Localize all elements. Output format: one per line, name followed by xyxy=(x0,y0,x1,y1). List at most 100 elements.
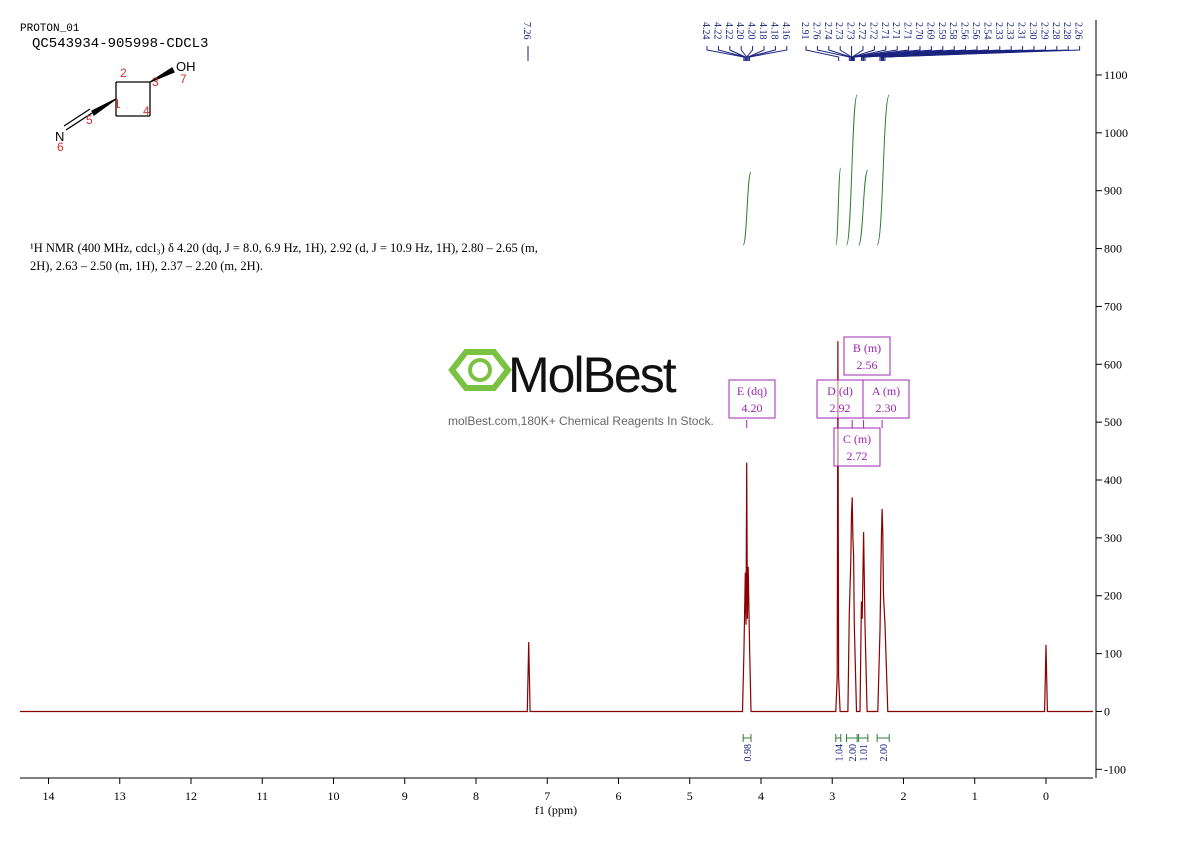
integral-curve xyxy=(836,168,841,245)
x-axis-label: f1 (ppm) xyxy=(535,803,577,817)
multiplet-name: E (dq) xyxy=(737,384,767,398)
integral-curve xyxy=(877,95,889,245)
atom-number: 7 xyxy=(180,72,187,86)
y-tick-label: 500 xyxy=(1104,415,1122,429)
multiplet-name: A (m) xyxy=(872,384,900,398)
peak-label: 2.30 xyxy=(1027,22,1038,40)
y-tick-label: 900 xyxy=(1104,184,1122,198)
x-tick-label: 14 xyxy=(42,789,54,803)
y-tick-label: 600 xyxy=(1104,357,1122,371)
integral-curve xyxy=(846,95,857,245)
y-tick-label: 200 xyxy=(1104,589,1122,603)
peak-label: 2.33 xyxy=(993,22,1004,40)
x-tick-label: 13 xyxy=(114,789,126,803)
atom-number: 5 xyxy=(86,113,93,127)
peak-label: 2.26 xyxy=(1073,22,1084,40)
peak-label: 2.72 xyxy=(867,22,878,40)
multiplet-shift: 2.72 xyxy=(847,449,868,463)
peak-label: 2.70 xyxy=(913,22,924,40)
integral-bracket xyxy=(743,734,751,742)
y-tick-label: 1100 xyxy=(1104,68,1128,82)
multiplet-shift: 2.56 xyxy=(857,358,878,372)
peak-label: 2.73 xyxy=(833,22,844,40)
peak-label: 2.69 xyxy=(924,22,935,40)
integral-curve xyxy=(859,170,868,245)
multiplet-shift: 4.20 xyxy=(742,401,763,415)
peak-label: 4.22 xyxy=(711,22,722,40)
peak-label: 4.24 xyxy=(700,22,711,40)
integral-bracket xyxy=(836,734,841,742)
peak-label: 2.71 xyxy=(879,22,890,40)
multiplet-name: B (m) xyxy=(853,341,881,355)
atom-number: 4 xyxy=(143,104,150,118)
integral-label: 2.00 xyxy=(848,744,859,762)
x-tick-label: 9 xyxy=(402,789,408,803)
x-tick-label: 1 xyxy=(972,789,978,803)
peak-label: 2.29 xyxy=(1038,22,1049,40)
integral-label: 1.04 xyxy=(834,744,845,762)
x-tick-label: 6 xyxy=(615,789,621,803)
x-tick-label: 2 xyxy=(900,789,906,803)
peak-label: 4.22 xyxy=(723,22,734,40)
peak-label: 2.56 xyxy=(959,22,970,40)
peak-label: 2.28 xyxy=(1061,22,1072,40)
watermark-brand: MolBest xyxy=(508,347,677,403)
multiplet-name: D (d) xyxy=(827,384,853,398)
y-tick-label: 100 xyxy=(1104,647,1122,661)
integral-bracket xyxy=(846,734,857,742)
watermark-tagline: molBest.com,180K+ Chemical Reagents In S… xyxy=(448,414,714,428)
peak-label: 2.59 xyxy=(936,22,947,40)
y-tick-label: 700 xyxy=(1104,299,1122,313)
peak-label: 7.26 xyxy=(521,22,532,40)
y-tick-label: 0 xyxy=(1104,704,1110,718)
y-tick-label: 800 xyxy=(1104,242,1122,256)
peak-label: 2.73 xyxy=(845,22,856,40)
peak-label: 2.31 xyxy=(1016,22,1027,40)
multiplet-shift: 2.92 xyxy=(830,401,851,415)
peak-label: 2.76 xyxy=(810,22,821,40)
x-tick-label: 4 xyxy=(758,789,764,803)
x-tick-label: 11 xyxy=(256,789,268,803)
peak-label: 2.71 xyxy=(902,22,913,40)
x-tick-label: 5 xyxy=(687,789,693,803)
experiment: PROTON_01 xyxy=(20,23,80,35)
x-tick-label: 12 xyxy=(185,789,197,803)
y-tick-label: 300 xyxy=(1104,531,1122,545)
multiplet-name: C (m) xyxy=(843,432,871,446)
peak-label: 2.33 xyxy=(1004,22,1015,39)
peak-label: 2.74 xyxy=(822,22,833,40)
x-tick-label: 10 xyxy=(327,789,339,803)
peak-label: 4.18 xyxy=(768,22,779,40)
sample: QC543934-905998-CDCL3 xyxy=(32,36,208,52)
integral-bracket xyxy=(877,734,889,742)
peak-label: 2.28 xyxy=(1050,22,1061,40)
integral-label: 0.98 xyxy=(743,744,754,762)
atom-number: 1 xyxy=(114,97,121,111)
peak-label: 2.71 xyxy=(890,22,901,40)
peak-label: 4.20 xyxy=(734,22,745,40)
integral-label: 1.01 xyxy=(859,744,870,762)
x-tick-label: 0 xyxy=(1043,789,1049,803)
atom-number: 6 xyxy=(57,140,64,154)
integral-label: 2.00 xyxy=(879,744,890,762)
description: 2H), 2.63 – 2.50 (m, 1H), 2.37 – 2.20 (m… xyxy=(30,259,263,273)
x-tick-label: 7 xyxy=(544,789,550,803)
peak-label: 2.58 xyxy=(947,22,958,40)
atom-number: 3 xyxy=(152,75,159,89)
multiplet-shift: 2.30 xyxy=(876,401,897,415)
peak-label: 2.54 xyxy=(981,22,992,40)
y-tick-label: -100 xyxy=(1104,762,1126,776)
peak-label: 2.72 xyxy=(856,22,867,40)
integral-curve xyxy=(743,172,751,245)
peak-label: 4.16 xyxy=(780,22,791,40)
y-tick-label: 400 xyxy=(1104,473,1122,487)
peak-label: 4.20 xyxy=(746,22,757,40)
y-tick-label: 1000 xyxy=(1104,126,1128,140)
x-tick-label: 3 xyxy=(829,789,835,803)
watermark-logo xyxy=(452,352,508,388)
peak-label: 2.91 xyxy=(799,22,810,40)
x-tick-label: 8 xyxy=(473,789,479,803)
peak-label: 4.18 xyxy=(757,22,768,40)
